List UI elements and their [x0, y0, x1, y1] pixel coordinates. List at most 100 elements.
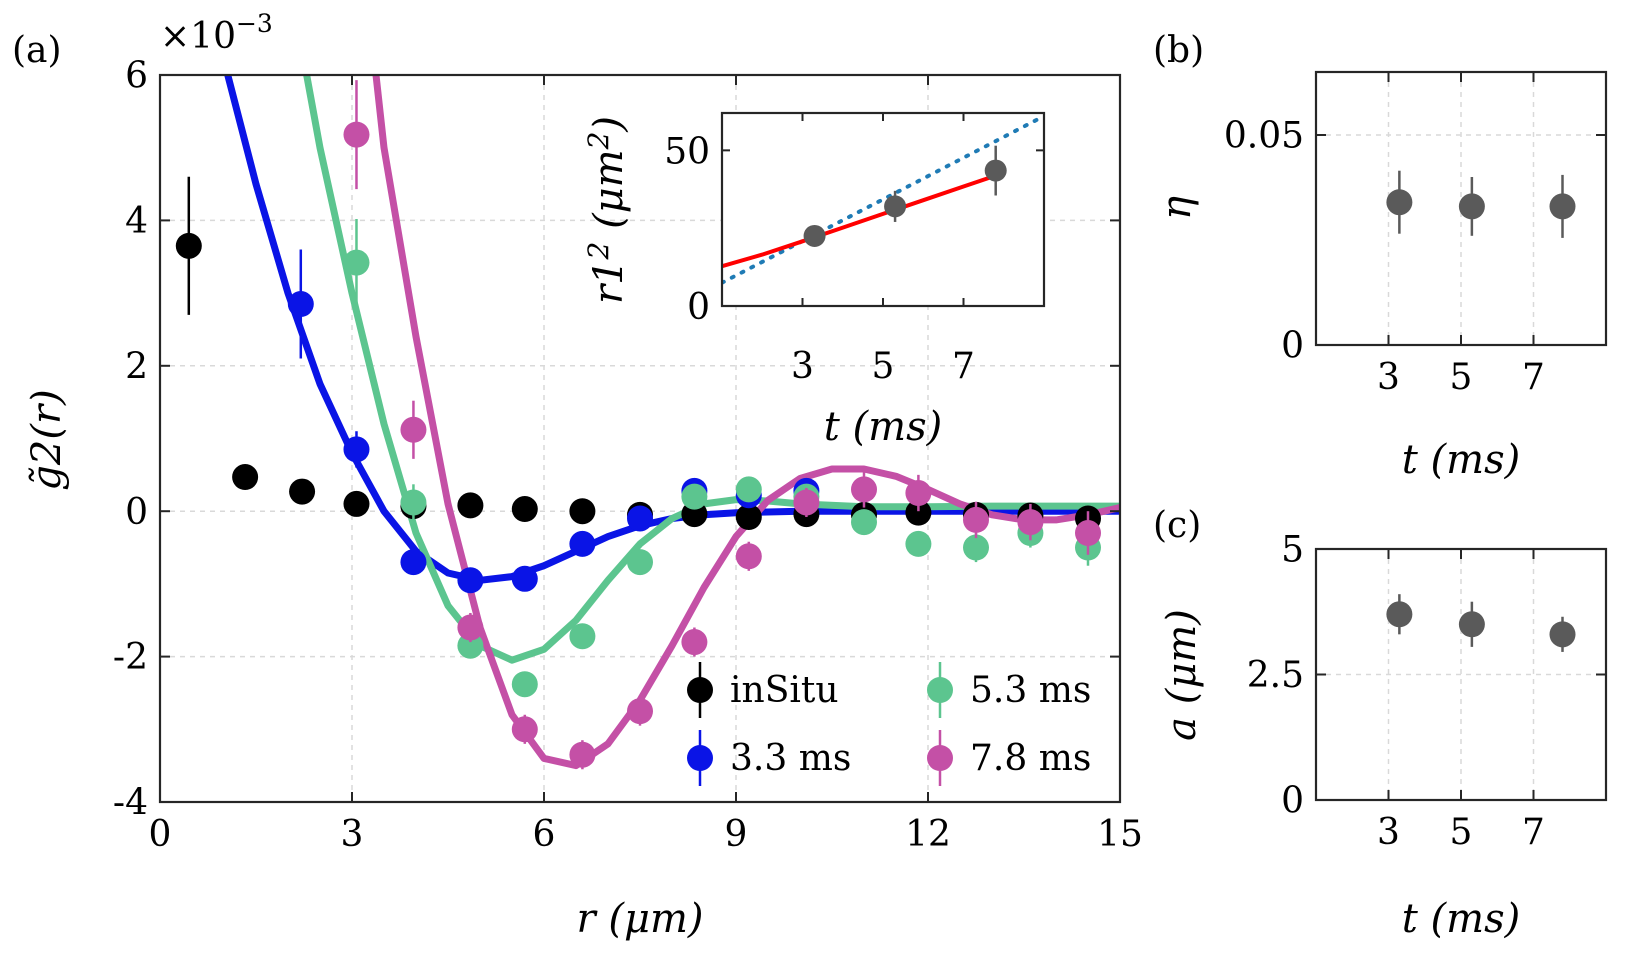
panel-a-inset: 3 5 7 0 50 t (ms) r12 (μm2): [582, 111, 1046, 450]
panel-a-label: (a): [12, 30, 62, 71]
series-7-8-ms-point: [457, 614, 484, 641]
panel-b-label: (b): [1153, 30, 1204, 71]
panel-b-point: [1549, 193, 1576, 220]
series-7-8-ms-point: [400, 416, 427, 443]
series-3-3-ms-point: [400, 549, 427, 576]
x-tick-label: 3: [791, 346, 814, 387]
legend-label: 3.3 ms: [730, 738, 851, 779]
y-tick-label: 2.5: [1247, 655, 1304, 696]
panel-a-legend: inSitu 3.3 ms 5.3 ms 7.8 ms: [687, 662, 1091, 786]
series-7-8-ms-point: [963, 506, 989, 533]
panel-c-grid: [1316, 548, 1606, 801]
series-insitu-point: [735, 504, 762, 531]
panel-b-xlabel: t (ms): [1402, 437, 1520, 483]
inset-point: [803, 224, 826, 247]
series-5-3-ms-point: [400, 489, 427, 516]
series-7-8-ms-point: [1017, 509, 1044, 536]
panel-b-ylabel: η: [1154, 196, 1200, 220]
panel-a: (a) ×10−3 0 3 6 9 12 15 -4 -2 0 2 4 6 r (μm) g̃2(r)…: [12, 9, 1143, 942]
series-insitu-point: [569, 498, 596, 525]
series-7-8-ms-point: [511, 716, 538, 743]
series-insitu-point: [457, 492, 484, 519]
series-5-3-ms-point: [343, 249, 370, 276]
series-3-3-ms-point: [627, 505, 653, 532]
inset-data-points: [803, 145, 1007, 247]
y-tick-label: 0: [125, 492, 148, 533]
series-3-3-ms-point: [343, 436, 370, 463]
panel-a-ylabel: g̃2(r): [24, 389, 70, 490]
series-7-8-ms-point: [1075, 520, 1101, 547]
panel-a-exponent: ×10−3: [160, 9, 273, 57]
inset-background: [722, 113, 1044, 306]
panel-a-xlabel: r (μm): [577, 896, 704, 942]
series-7-8-ms-point: [343, 121, 370, 148]
x-tick-label: 9: [725, 814, 748, 855]
panel-c-point: [1549, 621, 1576, 648]
y-tick-label: 0: [687, 287, 710, 328]
series-3-3-ms-point: [511, 565, 538, 592]
series-7-8-ms-point: [851, 476, 877, 503]
panel-a-axes-frame: [158, 73, 1122, 804]
y-tick-label: 0: [1281, 326, 1304, 367]
series-5-3-ms-point: [681, 483, 708, 510]
y-tick-label: -2: [113, 637, 148, 678]
y-tick-label: 0.05: [1224, 116, 1304, 157]
series-3-3-ms-point: [569, 530, 596, 557]
series-insitu-point: [343, 490, 370, 517]
series-insitu-point: [905, 499, 932, 526]
inset-axes-frame: [720, 111, 1046, 308]
series-5-3-ms-point: [627, 549, 653, 576]
panel-c-axes-frame: [1314, 547, 1608, 802]
series-7-8-ms-point: [627, 698, 653, 725]
panel-b-ticks: 3 5 7 0 0.05: [1224, 72, 1606, 398]
panel-c-ylabel: a (μm): [1159, 609, 1205, 741]
x-tick-label: 7: [1522, 812, 1545, 853]
fit-curve-5-3-ms: [303, 75, 1120, 664]
inset-point: [884, 195, 907, 218]
legend-marker: [927, 745, 953, 771]
inset-xlabel: t (ms): [824, 404, 942, 450]
legend-marker: [927, 677, 953, 703]
series-5-3-ms-point: [851, 509, 877, 536]
legend-label: 7.8 ms: [970, 738, 1091, 779]
panel-a-data-points: [175, 80, 1101, 770]
panel-b: (b) 3 5 7 0 0.05 t (ms) η: [1153, 30, 1608, 483]
panel-c-data-points: [1386, 594, 1576, 652]
inset-point: [984, 159, 1007, 182]
panel-b-point: [1386, 189, 1413, 216]
y-tick-label: 50: [664, 131, 710, 172]
panel-c-point: [1386, 601, 1413, 628]
x-tick-label: 7: [952, 346, 975, 387]
series-insitu-point: [175, 232, 202, 259]
panel-c-point: [1458, 611, 1485, 638]
series-insitu-point: [232, 464, 259, 491]
series-5-3-ms-point: [905, 530, 932, 557]
series-7-8-ms-point: [793, 489, 820, 516]
series-3-3-ms-point: [287, 291, 314, 318]
inset-fit-lines: [722, 114, 1044, 285]
panel-b-axes-frame: [1314, 70, 1608, 347]
legend-marker: [687, 677, 713, 703]
x-tick-label: 15: [1097, 814, 1143, 855]
x-tick-label: 5: [872, 346, 895, 387]
x-tick-label: 12: [905, 814, 951, 855]
series-5-3-ms-point: [569, 623, 596, 650]
y-tick-label: 2: [125, 346, 148, 387]
x-tick-label: 3: [341, 814, 364, 855]
x-tick-label: 5: [1450, 357, 1473, 398]
x-tick-label: 5: [1450, 812, 1473, 853]
series-7-8-ms-point: [569, 741, 596, 768]
panel-c: (c) 3 5 7 0 2.5 5 t (ms) a (μm): [1153, 505, 1608, 942]
series-5-3-ms-point: [511, 671, 538, 698]
inset-ticks: 3 5 7 0 50: [664, 113, 1044, 387]
panel-c-ticks: 3 5 7 0 2.5 5: [1247, 530, 1606, 853]
x-tick-label: 7: [1522, 357, 1545, 398]
y-tick-label: 5: [1281, 530, 1304, 571]
series-5-3-ms-point: [735, 476, 762, 503]
series-insitu-point: [289, 478, 316, 505]
legend-label: inSitu: [730, 670, 839, 711]
y-tick-label: 4: [125, 201, 148, 242]
legend-label: 5.3 ms: [970, 670, 1091, 711]
x-tick-label: 3: [1377, 812, 1400, 853]
